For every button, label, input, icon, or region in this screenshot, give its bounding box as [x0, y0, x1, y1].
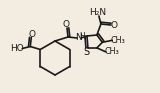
Text: H: H	[80, 32, 85, 41]
Text: O: O	[29, 29, 36, 39]
Text: H₂N: H₂N	[89, 8, 106, 16]
Text: O: O	[111, 20, 118, 29]
Text: O: O	[63, 20, 69, 29]
Text: HO: HO	[10, 44, 24, 53]
Text: S: S	[84, 47, 90, 57]
Text: N: N	[76, 33, 82, 42]
Text: CH₃: CH₃	[104, 47, 119, 56]
Text: CH₃: CH₃	[111, 36, 126, 45]
